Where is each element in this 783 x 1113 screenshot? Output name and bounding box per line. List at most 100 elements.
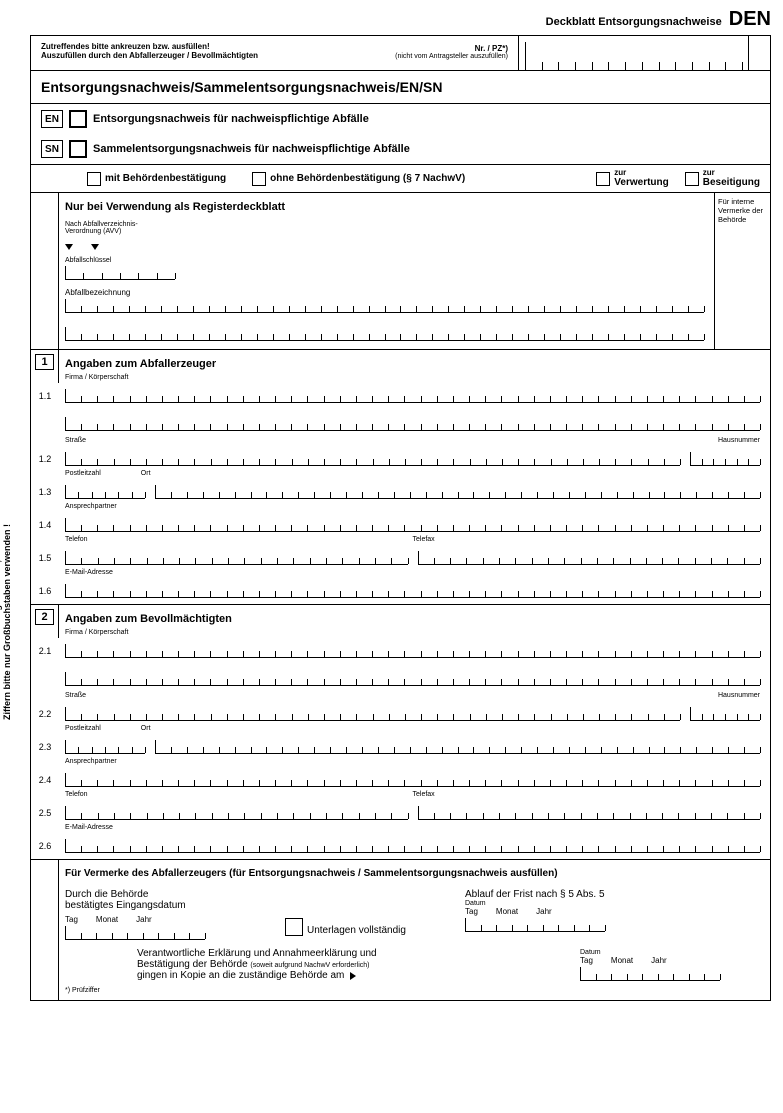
hausnr-field-1[interactable] <box>690 452 760 466</box>
section-2-heading: Angaben zum Bevollmächtigten <box>65 609 760 629</box>
ansprech-label-1: Ansprechpartner <box>65 503 760 510</box>
hausnr-label-1: Hausnummer <box>718 437 760 444</box>
n25: 2.5 <box>31 800 59 833</box>
plz-label-1: Postleitzahl <box>65 470 101 477</box>
para2a: Bestätigung der Behörde <box>137 959 250 970</box>
strasse-label-2: Straße <box>65 692 86 699</box>
email-field-2[interactable] <box>65 839 760 853</box>
pz-box[interactable] <box>748 36 770 70</box>
row-1-1: 1.1 StraßeHausnummer <box>31 383 770 446</box>
instr-line1: Zutreffendes bitte ankreuzen bzw. ausfül… <box>41 42 258 51</box>
n13: 1.3 <box>31 479 59 512</box>
beseitigung-checkbox[interactable] <box>685 172 699 186</box>
para3: gingen in Kopie an die zuständige Behörd… <box>137 970 344 981</box>
strasse-field-2[interactable] <box>65 707 680 721</box>
frist-date-field[interactable] <box>465 918 605 932</box>
ort-field-1[interactable] <box>155 485 760 499</box>
section-1-header: 1 Angaben zum Abfallerzeuger Firma / Kör… <box>31 350 770 383</box>
ansprech-field-2[interactable] <box>65 773 760 787</box>
ansprech-field-1[interactable] <box>65 518 760 532</box>
fax-field-1[interactable] <box>418 551 761 565</box>
row-2-1: 2.1 Straße Hausnummer <box>31 638 770 701</box>
page-header: Deckblatt Entsorgungsnachweise DEN <box>12 8 771 31</box>
row-1-4: 1.4 TelefonTelefax <box>31 512 770 545</box>
verwertung-label: Verwertung <box>614 177 668 188</box>
en-checkbox[interactable] <box>69 110 87 128</box>
plz-field-2[interactable] <box>65 740 145 754</box>
ort-field-2[interactable] <box>155 740 760 754</box>
bez-field-1[interactable] <box>65 299 704 313</box>
register-section: Nur bei Verwendung als Registerdeckblatt… <box>31 193 770 350</box>
zur2-top: zur <box>703 169 760 177</box>
firma-field-2a[interactable] <box>65 644 760 658</box>
hausnr-field-2[interactable] <box>690 707 760 721</box>
jahr-l: Jahr <box>136 915 152 924</box>
header-title-small: Deckblatt Entsorgungsnachweise <box>546 16 722 28</box>
confirmation-row: mit Behördenbestätigung ohne Behördenbes… <box>31 165 770 193</box>
arrow-down-icon <box>65 244 73 250</box>
avv-line1: Nach Abfallverzeichnis- <box>65 221 704 228</box>
datum-label-r2: Datum <box>580 949 760 956</box>
side-note: Wenn handschriftlich ausgefüllt wird, ne… <box>0 524 12 720</box>
section-2-header: 2 Angaben zum Bevollmächtigten Firma / K… <box>31 605 770 638</box>
hausnr-label-2: Hausnummer <box>718 692 760 699</box>
tel-label-2: Telefon <box>65 791 413 798</box>
header-code: DEN <box>729 8 771 30</box>
ohne-checkbox[interactable] <box>252 172 266 186</box>
para2b: (soweit aufgrund NachwV erforderlich) <box>250 962 369 969</box>
tag-r: Tag <box>465 907 478 916</box>
monat-l: Monat <box>96 915 118 924</box>
bez-field-2[interactable] <box>65 327 704 341</box>
n23: 2.3 <box>31 734 59 767</box>
sidenote-l2: Ziffern bitte nur Großbuchstaben verwend… <box>2 524 12 720</box>
strasse-field-1[interactable] <box>65 452 680 466</box>
tag-r2: Tag <box>580 956 593 965</box>
firma-label-2: Firma / Körperschaft <box>65 629 760 636</box>
email-field-1[interactable] <box>65 584 760 598</box>
row-1-6: 1.6 <box>31 578 770 605</box>
plz-field-1[interactable] <box>65 485 145 499</box>
instr-line2: Auszufüllen durch den Abfallerzeuger / B… <box>41 51 258 60</box>
fax-field-2[interactable] <box>418 806 761 820</box>
kopie-date-field[interactable] <box>580 967 720 981</box>
firma-field-2b[interactable] <box>65 672 760 686</box>
verwertung-checkbox[interactable] <box>596 172 610 186</box>
en-option-row: EN Entsorgungsnachweis für nachweispflic… <box>31 104 770 134</box>
beseitigung-label: Beseitigung <box>703 177 760 188</box>
firma-field-1b[interactable] <box>65 417 760 431</box>
firma-field-1a[interactable] <box>65 389 760 403</box>
row-2-3: 2.3 Ansprechpartner <box>31 734 770 767</box>
strasse-label-1: Straße <box>65 437 86 444</box>
bez-label: Abfallbezeichnung <box>65 288 704 297</box>
vollst-checkbox[interactable] <box>285 918 303 936</box>
n21: 2.1 <box>31 638 59 701</box>
nr-label: Nr. / PZ*) <box>395 44 508 53</box>
register-num-col <box>31 193 59 349</box>
row-1-5: 1.5 E-Mail-Adresse <box>31 545 770 578</box>
en-label: Entsorgungsnachweis für nachweispflichti… <box>93 113 369 125</box>
n26: 2.6 <box>31 833 59 859</box>
email-label-1: E-Mail-Adresse <box>65 569 760 576</box>
eingang-date-field[interactable] <box>65 926 205 940</box>
tel-field-2[interactable] <box>65 806 408 820</box>
pz-note: *) Prüfziffer <box>65 987 760 994</box>
tel-field-1[interactable] <box>65 551 408 565</box>
jahr-r: Jahr <box>536 907 552 916</box>
arrow-right-icon <box>350 972 356 980</box>
vollst-label: Unterlagen vollständig <box>307 925 406 936</box>
row-2-5: 2.5 E-Mail-Adresse <box>31 800 770 833</box>
n16: 1.6 <box>31 578 59 604</box>
datum-label-r1: Datum <box>465 900 760 907</box>
right-h: Ablauf der Frist nach § 5 Abs. 5 <box>465 889 760 900</box>
fax-label-1: Telefax <box>413 536 761 543</box>
sn-checkbox[interactable] <box>69 140 87 158</box>
section-1-num: 1 <box>35 354 53 370</box>
arrow-down-icon-2 <box>91 244 99 250</box>
mit-checkbox[interactable] <box>87 172 101 186</box>
nr-field[interactable]: document.write(Array.from({length:14},(_… <box>525 42 742 70</box>
monat-r: Monat <box>496 907 518 916</box>
n22: 2.2 <box>31 701 59 734</box>
key-field[interactable] <box>65 266 175 280</box>
n14: 1.4 <box>31 512 59 545</box>
tel-label-1: Telefon <box>65 536 413 543</box>
